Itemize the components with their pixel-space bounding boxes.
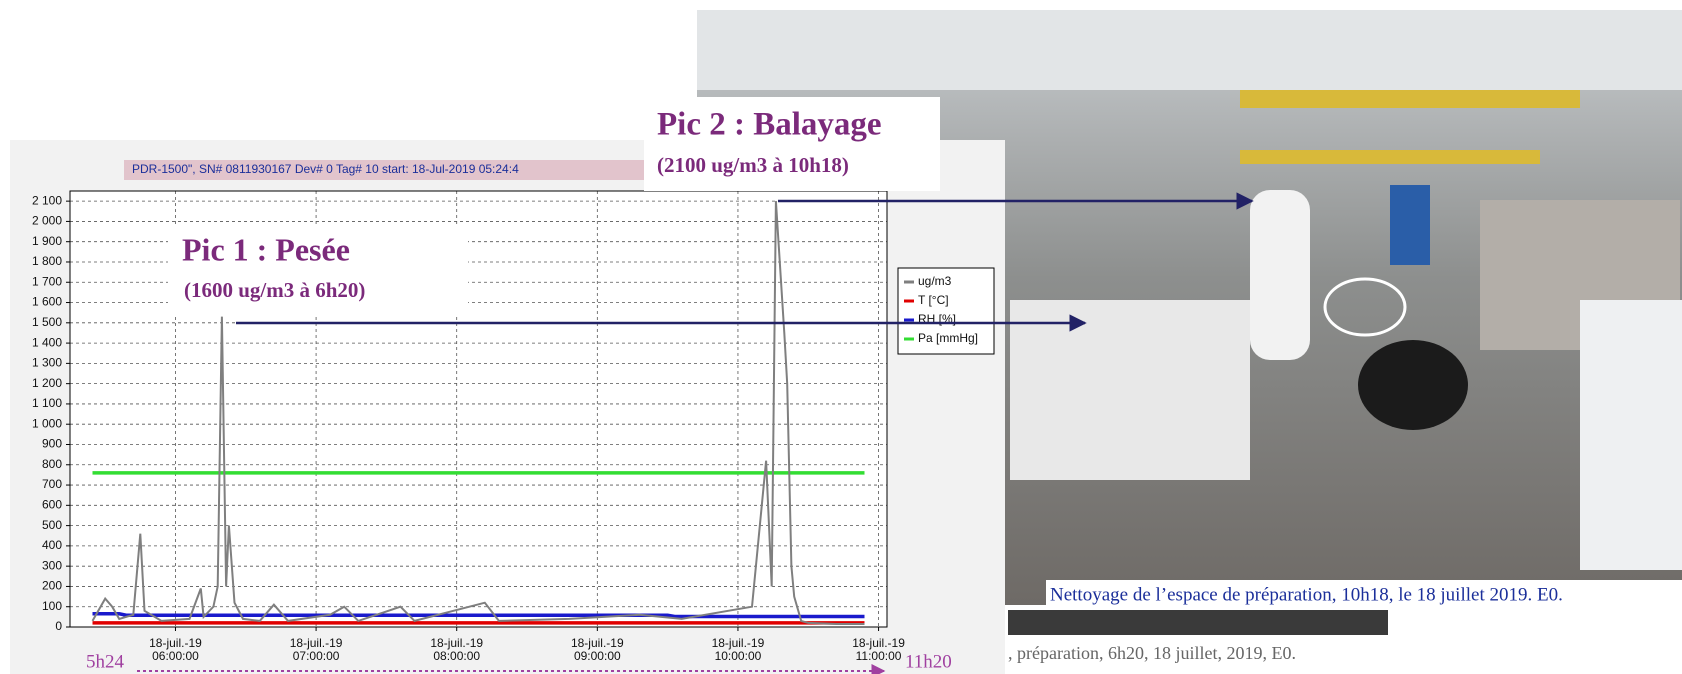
y-tick-label: 1 600 — [32, 295, 62, 309]
x-tick-label: 18-juil.-19 10:00:00 — [693, 637, 783, 663]
y-tick-label: 100 — [42, 599, 62, 613]
y-tick-label: 500 — [42, 518, 62, 532]
y-tick-label: 1 400 — [32, 335, 62, 349]
y-tick-label: 2 100 — [32, 193, 62, 207]
x-tick-label: 18-juil.-19 06:00:00 — [130, 637, 220, 663]
x-tick-label: 18-juil.-19 08:00:00 — [412, 637, 502, 663]
y-tick-label: 1 800 — [32, 254, 62, 268]
y-tick-label: 1 500 — [32, 315, 62, 329]
scene: PDR-1500", SN# 0811930167 Dev# 0 Tag# 10… — [0, 0, 1682, 674]
y-tick-label: 600 — [42, 497, 62, 511]
y-tick-label: 1 000 — [32, 416, 62, 430]
x-tick-label: 18-juil.-19 07:00:00 — [271, 637, 361, 663]
legend-label: ug/m3 — [918, 274, 952, 288]
y-tick-label: 300 — [42, 558, 62, 572]
y-tick-label: 900 — [42, 437, 62, 451]
y-tick-label: 1 200 — [32, 376, 62, 390]
y-tick-label: 0 — [55, 619, 62, 633]
y-tick-label: 1 300 — [32, 356, 62, 370]
annotation-detail: (2100 ug/m3 à 10h18) — [657, 153, 849, 177]
y-tick-label: 400 — [42, 538, 62, 552]
photo-caption: , préparation, 6h20, 18 juillet, 2019, E… — [1008, 643, 1296, 663]
y-tick-label: 1 700 — [32, 274, 62, 288]
y-tick-label: 1 100 — [32, 396, 62, 410]
page: PDR-1500", SN# 0811930167 Dev# 0 Tag# 10… — [0, 0, 1682, 674]
y-tick-label: 800 — [42, 457, 62, 471]
y-tick-label: 700 — [42, 477, 62, 491]
y-tick-label: 1 900 — [32, 234, 62, 248]
annotation-title: Pic 2 : Balayage — [657, 107, 882, 143]
y-tick-label: 2 000 — [32, 214, 62, 228]
legend-label: T [°C] — [918, 293, 949, 307]
chart-title: PDR-1500", SN# 0811930167 Dev# 0 Tag# 10… — [132, 162, 519, 176]
photo-caption: Nettoyage de l’espace de préparation, 10… — [1050, 584, 1563, 605]
x-tick-label: 18-juil.-19 09:00:00 — [552, 637, 642, 663]
x-tick-label: 18-juil.-19 11:00:00 — [834, 637, 924, 663]
annotation-title: Pic 1 : Pesée — [182, 231, 350, 267]
annotation-detail: (1600 ug/m3 à 6h20) — [184, 278, 365, 302]
start-label: 5h24 — [86, 651, 125, 672]
y-tick-label: 200 — [42, 579, 62, 593]
legend-label: Pa [mmHg] — [918, 331, 978, 345]
